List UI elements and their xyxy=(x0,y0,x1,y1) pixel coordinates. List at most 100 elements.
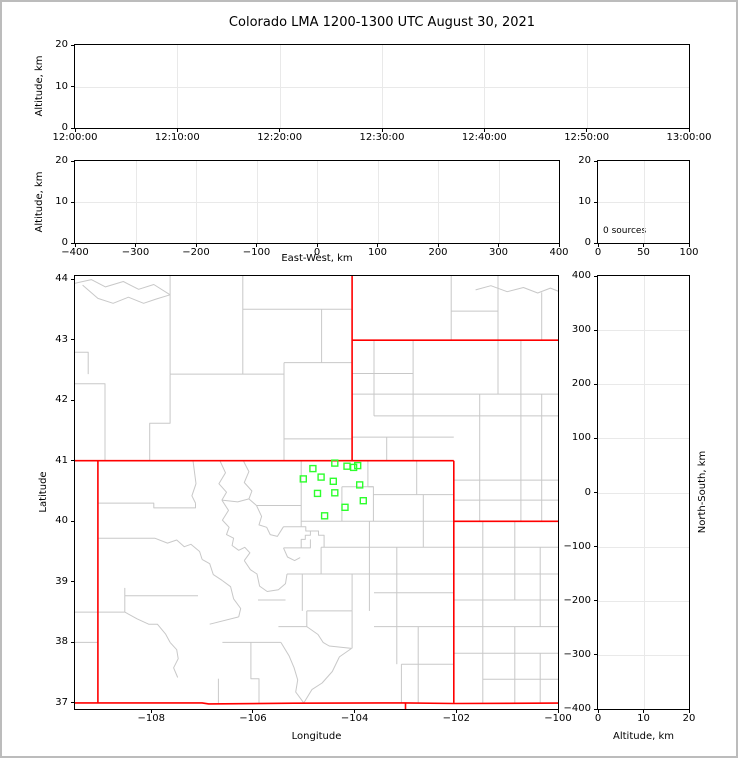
gridline-horizontal xyxy=(598,546,689,548)
county-boundary xyxy=(310,530,325,548)
county-boundary xyxy=(283,539,311,549)
x-tick-mark xyxy=(74,128,76,132)
x-tick-label: 13:00:00 xyxy=(666,132,712,143)
time-height-ylabel: Altitude, km xyxy=(34,55,45,117)
county-boundary xyxy=(201,558,223,582)
county-boundary xyxy=(221,498,250,503)
y-tick-mark xyxy=(71,201,75,203)
x-tick-mark xyxy=(135,243,136,247)
east-west-height-panel[interactable]: −400 −300 −200 −100 0 100 200 300 400 0 10 20 xyxy=(55,156,568,258)
county-boundary xyxy=(283,547,301,562)
y-tick-mark xyxy=(594,242,598,244)
y-tick-label: 40 xyxy=(55,515,68,527)
gridline-horizontal xyxy=(75,202,559,203)
source-histogram-panel[interactable]: 0 sources 0 50 100 0 10 20 xyxy=(578,156,698,258)
gridline-horizontal xyxy=(598,600,689,602)
y-tick-label: 200 xyxy=(571,378,591,390)
north-south-height-panel[interactable]: 0 10 20 −400 −300 −200 −100 0 100 200 300 400 xyxy=(564,271,696,724)
x-tick-label: 12:40:00 xyxy=(461,132,507,143)
county-boundary xyxy=(250,642,260,703)
y-tick-mark xyxy=(71,702,75,704)
x-tick-mark xyxy=(150,709,152,713)
county-boundary xyxy=(278,610,308,628)
longitude-axis-label: Longitude xyxy=(291,731,342,742)
county-boundary xyxy=(306,626,352,649)
ns-height-xlabel: Altitude, km xyxy=(613,731,674,742)
y-tick-label: 42 xyxy=(55,394,68,406)
y-tick-label: 38 xyxy=(55,636,68,648)
y-tick-mark xyxy=(71,581,75,583)
x-tick-label: 12:10:00 xyxy=(154,132,200,143)
x-tick-label: 12:20:00 xyxy=(257,132,303,143)
y-tick-mark xyxy=(594,546,598,548)
lma-station-marker xyxy=(299,475,308,483)
y-tick-mark xyxy=(71,520,75,522)
y-tick-label: 41 xyxy=(55,454,68,466)
x-tick-mark xyxy=(176,128,178,132)
county-boundary xyxy=(222,580,242,618)
x-tick-label: 12:30:00 xyxy=(359,132,405,143)
x-tick-label: −300 xyxy=(121,247,150,258)
county-boundary xyxy=(97,537,203,560)
y-tick-mark xyxy=(71,278,75,280)
x-tick-mark xyxy=(643,243,644,247)
y-tick-label: 20 xyxy=(55,155,68,166)
gridline-horizontal xyxy=(598,384,689,386)
x-tick-label: 0 xyxy=(594,247,602,258)
x-tick-mark xyxy=(256,243,257,247)
y-tick-mark xyxy=(71,127,75,129)
plan-view-map-canvas[interactable] xyxy=(75,276,558,709)
ew-height-xlabel: East-West, km xyxy=(281,253,353,264)
y-tick-mark xyxy=(71,44,75,46)
y-tick-label: 20 xyxy=(55,39,68,50)
x-tick-label: 200 xyxy=(428,247,448,258)
y-tick-mark xyxy=(594,329,598,331)
y-tick-mark xyxy=(71,242,75,244)
y-tick-mark xyxy=(594,708,598,710)
lma-station-marker xyxy=(354,461,362,470)
x-tick-mark xyxy=(597,243,599,247)
county-boundary xyxy=(124,611,171,643)
county-boundary xyxy=(75,351,89,375)
gridline-horizontal xyxy=(598,202,689,203)
x-tick-label: −102 xyxy=(442,713,471,724)
x-tick-mark xyxy=(74,243,76,247)
county-boundary xyxy=(475,285,558,294)
county-boundary xyxy=(191,460,197,504)
x-tick-mark xyxy=(377,243,378,247)
y-tick-label: 0 xyxy=(584,237,591,248)
y-tick-mark xyxy=(71,641,75,643)
lma-station-marker xyxy=(320,512,329,520)
y-tick-mark xyxy=(71,86,75,87)
y-tick-label: 400 xyxy=(571,270,591,281)
plan-view-map-panel[interactable]: −108 −106 −104 −102 −100 37 38 39 40 41 42 43 44 xyxy=(55,274,571,724)
gridline-horizontal xyxy=(598,438,689,440)
x-tick-mark xyxy=(643,709,644,713)
x-tick-mark xyxy=(252,709,254,713)
x-tick-mark xyxy=(354,709,356,713)
y-tick-mark xyxy=(71,399,75,401)
time-height-panel[interactable]: 12:00:00 12:10:00 12:20:00 12:30:00 12:40:00… xyxy=(53,40,712,143)
y-tick-mark xyxy=(594,160,598,162)
y-tick-label: −400 xyxy=(563,703,591,714)
y-tick-mark xyxy=(594,600,598,602)
state-boundary xyxy=(75,702,558,705)
x-tick-mark xyxy=(586,128,588,132)
y-tick-label: −300 xyxy=(563,648,591,660)
x-tick-mark xyxy=(455,709,457,713)
y-tick-label: 10 xyxy=(55,80,68,92)
lma-station-marker xyxy=(359,496,367,505)
y-tick-mark xyxy=(594,492,598,493)
county-boundary xyxy=(97,502,196,509)
y-tick-mark xyxy=(594,275,598,277)
x-tick-mark xyxy=(688,243,690,247)
x-tick-label: −100 xyxy=(544,713,572,724)
county-boundary xyxy=(169,642,179,678)
county-boundary xyxy=(300,526,311,548)
x-tick-label: −106 xyxy=(239,713,267,724)
lma-station-marker xyxy=(343,462,351,470)
gridline-horizontal xyxy=(598,492,689,494)
y-tick-label: 37 xyxy=(55,696,68,708)
y-tick-label: 100 xyxy=(571,432,591,444)
